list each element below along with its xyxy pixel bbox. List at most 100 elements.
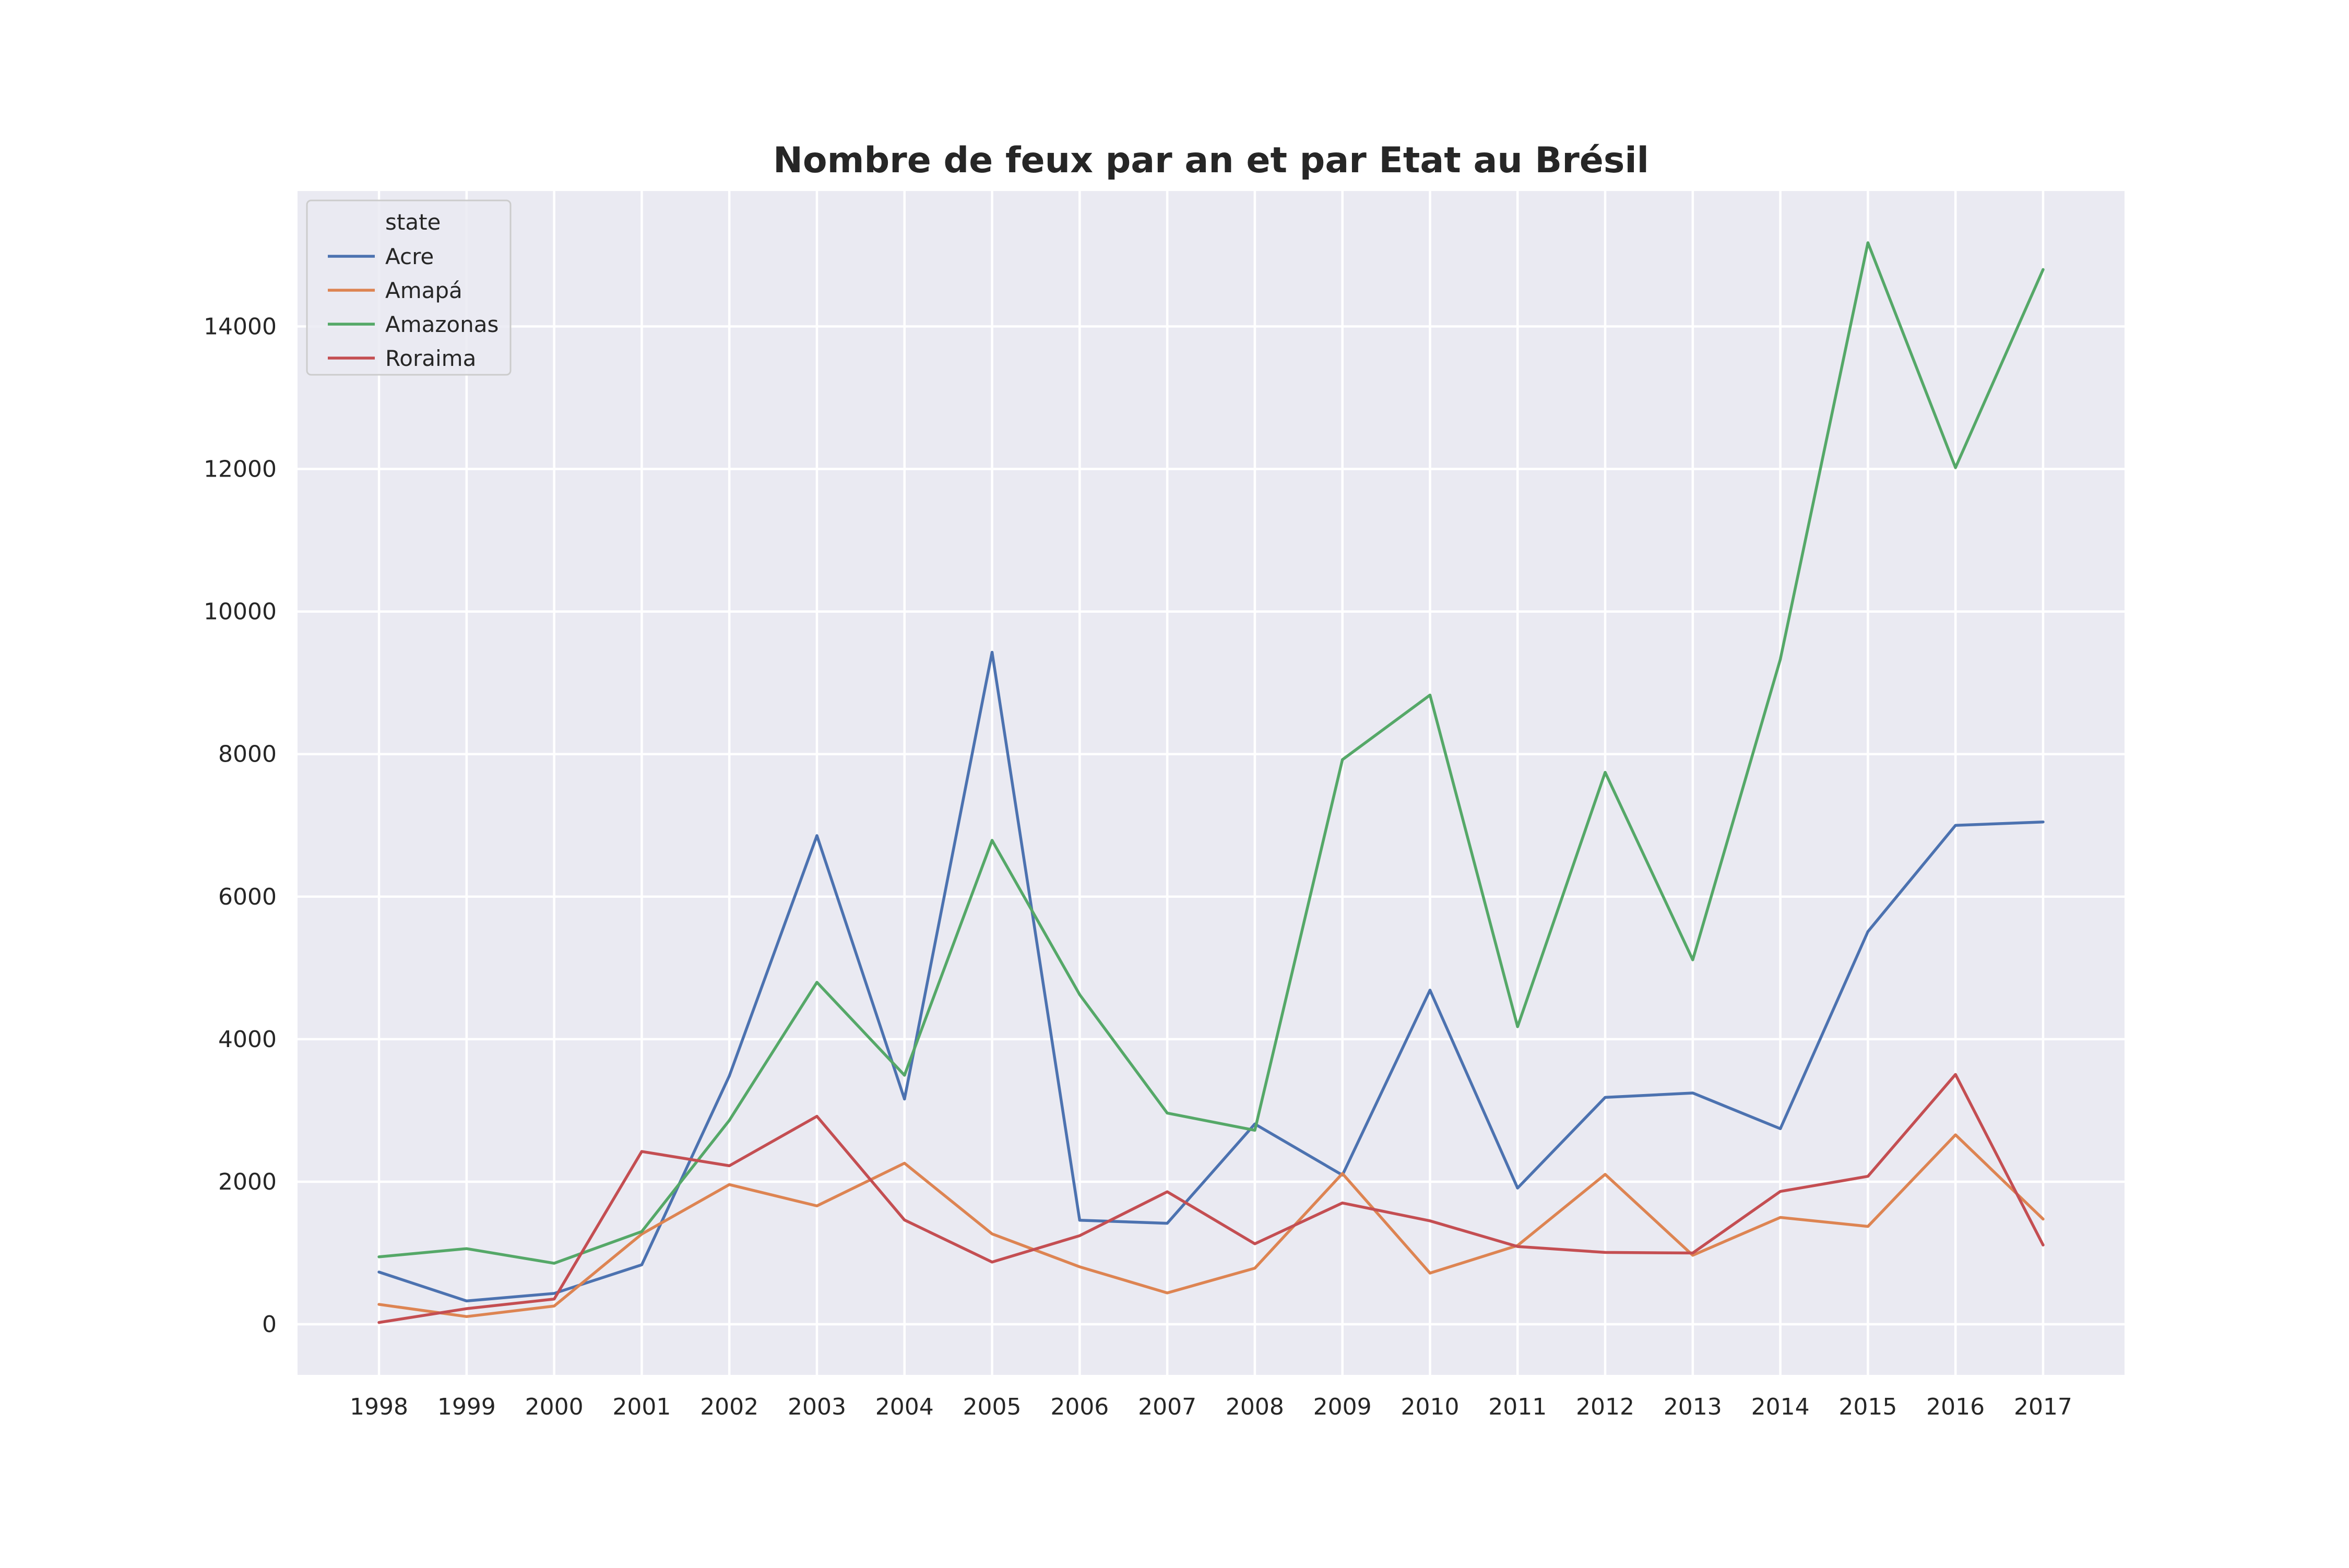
data-point-acre xyxy=(377,1270,381,1274)
data-point-amapa xyxy=(1341,1172,1344,1175)
x-tick-label: 2004 xyxy=(875,1394,934,1420)
x-tick-label: 2012 xyxy=(1576,1394,1634,1420)
data-point-amazonas xyxy=(1341,758,1344,761)
data-point-acre xyxy=(1166,1222,1169,1225)
y-tick-label: 6000 xyxy=(218,884,277,910)
legend-label: Amazonas xyxy=(385,312,499,337)
data-point-roraima xyxy=(991,1261,994,1264)
data-point-roraima xyxy=(1604,1251,1607,1254)
data-point-amapa xyxy=(553,1304,556,1308)
data-point-amapa xyxy=(991,1232,994,1236)
x-tick-label: 2016 xyxy=(1926,1394,1985,1420)
data-point-roraima xyxy=(1341,1202,1344,1205)
data-point-amazonas xyxy=(1604,771,1607,774)
data-point-amazonas xyxy=(640,1230,643,1233)
data-point-roraima xyxy=(1691,1252,1694,1255)
data-point-acre xyxy=(640,1263,643,1266)
data-point-roraima xyxy=(1954,1073,1957,1076)
data-point-roraima xyxy=(1516,1245,1519,1248)
x-tick-label: 2006 xyxy=(1050,1394,1109,1420)
data-point-amazonas xyxy=(1428,694,1431,697)
data-point-amapa xyxy=(465,1315,468,1318)
data-point-amazonas xyxy=(1166,1111,1169,1114)
data-point-roraima xyxy=(640,1150,643,1153)
data-point-amapa xyxy=(903,1161,906,1165)
x-tick-label: 1998 xyxy=(350,1394,408,1420)
legend-label: Roraima xyxy=(385,346,476,371)
data-point-amapa xyxy=(640,1232,643,1236)
y-tick-label: 4000 xyxy=(218,1026,277,1053)
data-point-amazonas xyxy=(903,1074,906,1077)
chart-title: Nombre de feux par an et par Etat au Bré… xyxy=(773,140,1649,181)
series-lines xyxy=(377,241,2045,1324)
legend-label: Amapá xyxy=(385,278,462,303)
x-tick-label: 2015 xyxy=(1838,1394,1897,1420)
x-tick-label: 2011 xyxy=(1488,1394,1547,1420)
series-line-acre xyxy=(377,650,2045,1303)
data-point-acre xyxy=(1078,1219,1081,1222)
x-tick-label: 2009 xyxy=(1313,1394,1372,1420)
legend-label: Acre xyxy=(385,244,434,269)
x-tick-label: 2007 xyxy=(1138,1394,1196,1420)
series-amapa xyxy=(377,1133,2045,1318)
data-point-acre xyxy=(815,834,818,837)
data-point-amazonas xyxy=(1691,958,1694,961)
data-point-roraima xyxy=(1253,1242,1256,1245)
data-point-acre xyxy=(2042,821,2045,824)
data-point-amazonas xyxy=(553,1262,556,1265)
data-point-amazonas xyxy=(728,1119,731,1122)
data-point-acre xyxy=(991,651,994,654)
x-tick-label: 2017 xyxy=(2014,1394,2072,1420)
data-point-roraima xyxy=(377,1321,381,1324)
data-point-roraima xyxy=(2042,1243,2045,1246)
legend-title: state xyxy=(385,209,441,235)
series-amazonas xyxy=(377,241,2045,1265)
data-point-acre xyxy=(728,1074,731,1077)
data-point-roraima xyxy=(553,1298,556,1301)
x-tick-label: 2014 xyxy=(1751,1394,1810,1420)
x-tick-label: 2005 xyxy=(963,1394,1022,1420)
data-point-acre xyxy=(465,1299,468,1302)
data-point-roraima xyxy=(903,1218,906,1221)
data-point-amapa xyxy=(1166,1291,1169,1294)
plot-area xyxy=(298,191,2125,1375)
y-axis-ticks: 0 2000 4000 6000 8000 10000 12000 14000 xyxy=(204,313,277,1338)
x-tick-label: 2003 xyxy=(788,1394,846,1420)
legend-box xyxy=(306,199,512,376)
data-point-amazonas xyxy=(991,839,994,842)
data-point-amapa xyxy=(1779,1216,1782,1219)
data-point-acre xyxy=(1604,1096,1607,1099)
y-tick-label: 8000 xyxy=(218,741,277,768)
data-point-amazonas xyxy=(1779,658,1782,661)
data-point-amapa xyxy=(1691,1254,1694,1257)
series-line-amazonas xyxy=(377,241,2045,1265)
data-point-acre xyxy=(1866,930,1869,933)
data-point-amapa xyxy=(815,1204,818,1207)
data-point-amapa xyxy=(1604,1173,1607,1176)
data-point-roraima xyxy=(728,1164,731,1167)
data-point-amazonas xyxy=(2042,268,2045,271)
data-point-acre xyxy=(1954,824,1957,827)
data-point-roraima xyxy=(815,1115,818,1118)
data-point-amazonas xyxy=(1253,1129,1256,1132)
data-point-acre xyxy=(553,1292,556,1295)
data-point-acre xyxy=(1428,989,1431,992)
data-point-acre xyxy=(1691,1091,1694,1095)
data-point-amazonas xyxy=(1954,466,1957,469)
data-point-acre xyxy=(1779,1127,1782,1130)
data-point-amazonas xyxy=(465,1247,468,1250)
x-tick-label: 2010 xyxy=(1401,1394,1459,1420)
data-point-amapa xyxy=(2042,1218,2045,1221)
x-tick-label: 1999 xyxy=(437,1394,496,1420)
x-tick-label: 2000 xyxy=(525,1394,584,1420)
series-acre xyxy=(377,650,2045,1303)
y-tick-label: 0 xyxy=(262,1311,277,1338)
data-point-amazonas xyxy=(815,981,818,984)
data-point-amapa xyxy=(728,1183,731,1186)
series-line-amapa xyxy=(377,1133,2045,1318)
data-point-acre xyxy=(1516,1186,1519,1190)
data-point-roraima xyxy=(1428,1219,1431,1222)
y-tick-label: 14000 xyxy=(204,313,277,340)
